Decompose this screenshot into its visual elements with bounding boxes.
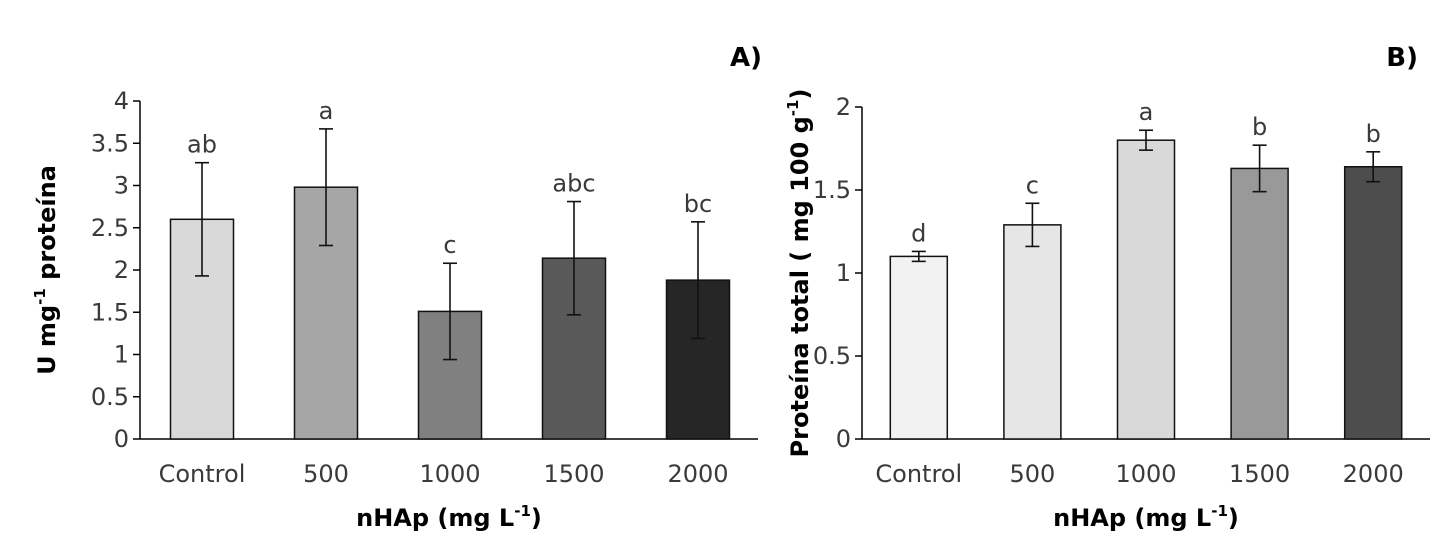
panel-a-chart: 0 0.5 1 1.5 2 2.5 3 3.5 4 ab Control a 500 c 1000 abc 15…	[31, 43, 762, 532]
panel-a-y-axis-title: U mg-1 proteína	[31, 165, 61, 375]
panel-a-error-bar	[567, 200, 581, 316]
panel-b-error-bar	[1139, 129, 1153, 151]
panel-b-error-bar	[1025, 202, 1040, 248]
panel-b-y-tick-label: 0	[836, 425, 851, 453]
panel-b-y-tick-label: 2	[836, 93, 851, 121]
panel-a-significance-label: abc	[552, 170, 595, 198]
panel-b-significance-label: c	[1026, 171, 1039, 199]
panel-b-bar	[889, 255, 949, 440]
panel-b-y-tick-label: 1	[836, 259, 851, 287]
panel-a-y-tick-label: 0	[114, 425, 129, 453]
panel-a-x-tick-label: 500	[303, 460, 349, 488]
panel-b-y-tick-label: 0.5	[813, 342, 851, 370]
panel-b-error-bar	[1366, 151, 1381, 183]
panel-b-bar	[1116, 139, 1176, 440]
panel-b-significance-label: a	[1139, 98, 1154, 126]
panel-a-y-tick-label: 1.5	[91, 298, 129, 326]
panel-a-y-tick-label: 4	[114, 87, 129, 115]
panel-b-significance-label: d	[911, 219, 926, 247]
panel-a-significance-label: ab	[187, 131, 217, 159]
panel-b-bar	[1230, 167, 1289, 440]
panel-a-error-bar	[319, 128, 333, 247]
panel-a-bar	[541, 257, 607, 440]
panel-a-error-bar	[691, 221, 705, 340]
panel-b-y-tick-label: 1.5	[813, 176, 851, 204]
panel-b-x-tick-label: 2000	[1343, 460, 1404, 488]
panel-a-y-tick-label: 0.5	[91, 383, 129, 411]
panel-a-y-tick-label: 1	[114, 341, 129, 369]
panel-a-y-tick-label: 3.5	[91, 129, 129, 157]
panel-b-y-axis-title: Proteína total ( mg 100 g-1)	[784, 89, 814, 458]
panel-b-x-axis-title: nHAp (mg L-1)	[1053, 502, 1239, 532]
panel-b-x-tick-label: 1500	[1229, 460, 1290, 488]
panel-b-bar	[1003, 224, 1062, 440]
panel-a-label: A)	[730, 43, 762, 73]
panel-a-significance-label: bc	[684, 190, 712, 218]
panel-b-bar	[1343, 166, 1403, 440]
panel-a-significance-label: c	[443, 231, 456, 259]
panel-b-label: B)	[1386, 43, 1418, 73]
panel-a-error-bar	[443, 262, 457, 361]
panel-a-y-tick-label: 3	[114, 172, 129, 200]
panel-a-x-tick-label: 1000	[419, 460, 480, 488]
panel-b-chart: 0 0.5 1 1.5 2 d Control c 500 a 1000 b 1500 b 2000 B) nH…	[784, 43, 1430, 532]
panel-a-y-tick-label: 2	[114, 256, 129, 284]
panel-a-x-axis-title: nHAp (mg L-1)	[356, 502, 542, 532]
panel-b-error-bar	[911, 250, 926, 263]
panel-a-x-tick-label: Control	[159, 460, 246, 488]
panel-a-x-tick-label: 2000	[667, 460, 728, 488]
panel-b-x-tick-label: 1000	[1115, 460, 1176, 488]
panel-b-significance-label: b	[1252, 113, 1267, 141]
panel-a-significance-label: a	[319, 97, 334, 125]
panel-a-y-tick-label: 2.5	[91, 214, 129, 242]
panel-b-significance-label: b	[1366, 120, 1381, 148]
panel-b-x-tick-label: Control	[875, 460, 962, 488]
panel-b-error-bar	[1252, 144, 1267, 193]
panel-a-x-tick-label: 1500	[543, 460, 604, 488]
panel-b-x-tick-label: 500	[1009, 460, 1055, 488]
panel-a-error-bar	[195, 161, 209, 277]
